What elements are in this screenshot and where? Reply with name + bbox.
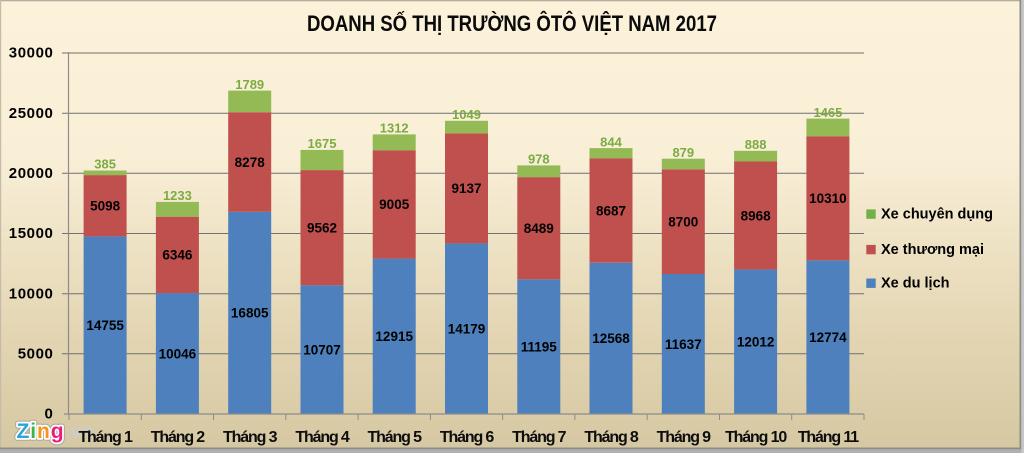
svg-text:9005: 9005 bbox=[379, 197, 410, 212]
svg-text:5098: 5098 bbox=[90, 199, 121, 214]
svg-text:1049: 1049 bbox=[452, 107, 481, 122]
svg-text:10046: 10046 bbox=[159, 346, 197, 361]
svg-text:Tháng 2: Tháng 2 bbox=[151, 429, 206, 446]
svg-text:1675: 1675 bbox=[308, 136, 337, 151]
svg-text:Xe thương mại: Xe thương mại bbox=[881, 242, 984, 258]
svg-text:888: 888 bbox=[745, 137, 767, 152]
svg-text:Zing: Zing bbox=[17, 420, 65, 443]
svg-text:12774: 12774 bbox=[809, 330, 847, 345]
svg-text:844: 844 bbox=[600, 134, 622, 149]
svg-text:Xe chuyên dụng: Xe chuyên dụng bbox=[881, 206, 993, 222]
svg-text:Tháng 4: Tháng 4 bbox=[295, 429, 350, 446]
svg-text:12568: 12568 bbox=[592, 331, 630, 346]
svg-text:Xe du lịch: Xe du lịch bbox=[881, 276, 950, 292]
svg-text:1312: 1312 bbox=[380, 121, 409, 136]
svg-text:14755: 14755 bbox=[86, 318, 124, 333]
svg-text:DOANH SỐ THỊ TRƯỜNG ÔTÔ VIỆT N: DOANH SỐ THỊ TRƯỜNG ÔTÔ VIỆT NAM 2017 bbox=[307, 10, 717, 36]
svg-text:14179: 14179 bbox=[448, 322, 486, 337]
svg-text:1789: 1789 bbox=[235, 77, 264, 92]
svg-text:Tháng 10: Tháng 10 bbox=[725, 429, 787, 446]
svg-text:25000: 25000 bbox=[9, 105, 54, 122]
svg-text:12012: 12012 bbox=[737, 335, 775, 350]
svg-text:5000: 5000 bbox=[18, 346, 54, 363]
svg-text:16805: 16805 bbox=[231, 306, 269, 321]
svg-text:Tháng 11: Tháng 11 bbox=[798, 429, 859, 446]
svg-text:8278: 8278 bbox=[235, 155, 266, 170]
svg-text:385: 385 bbox=[94, 157, 116, 172]
svg-text:1233: 1233 bbox=[163, 188, 192, 203]
svg-text:30000: 30000 bbox=[9, 45, 54, 62]
svg-text:879: 879 bbox=[672, 145, 694, 160]
svg-text:8687: 8687 bbox=[596, 203, 626, 218]
svg-text:9137: 9137 bbox=[451, 181, 481, 196]
svg-text:12915: 12915 bbox=[375, 329, 413, 344]
svg-text:8968: 8968 bbox=[741, 208, 772, 223]
svg-text:10310: 10310 bbox=[809, 191, 847, 206]
svg-text:Tháng 6: Tháng 6 bbox=[440, 429, 495, 446]
svg-text:1465: 1465 bbox=[813, 105, 842, 120]
svg-text:6346: 6346 bbox=[162, 248, 193, 263]
svg-text:Tháng 3: Tháng 3 bbox=[223, 429, 278, 446]
svg-text:Tháng 9: Tháng 9 bbox=[657, 429, 712, 446]
svg-text:.vn: .vn bbox=[65, 421, 94, 443]
svg-text:9562: 9562 bbox=[307, 220, 337, 235]
svg-text:10000: 10000 bbox=[9, 285, 54, 302]
svg-text:Tháng 5: Tháng 5 bbox=[368, 429, 423, 446]
svg-text:8489: 8489 bbox=[524, 221, 554, 236]
svg-text:Tháng 1: Tháng 1 bbox=[78, 429, 133, 446]
svg-text:11637: 11637 bbox=[665, 337, 702, 352]
svg-text:8700: 8700 bbox=[668, 214, 698, 229]
svg-text:15000: 15000 bbox=[9, 225, 54, 242]
svg-text:20000: 20000 bbox=[9, 165, 54, 182]
svg-text:Zing: Zing bbox=[17, 420, 65, 443]
svg-text:Tháng 7: Tháng 7 bbox=[512, 429, 567, 446]
svg-text:Tháng 8: Tháng 8 bbox=[584, 429, 639, 446]
svg-text:11195: 11195 bbox=[521, 339, 558, 354]
svg-text:0: 0 bbox=[45, 406, 54, 423]
svg-text:978: 978 bbox=[528, 152, 550, 167]
svg-text:10707: 10707 bbox=[303, 342, 341, 357]
